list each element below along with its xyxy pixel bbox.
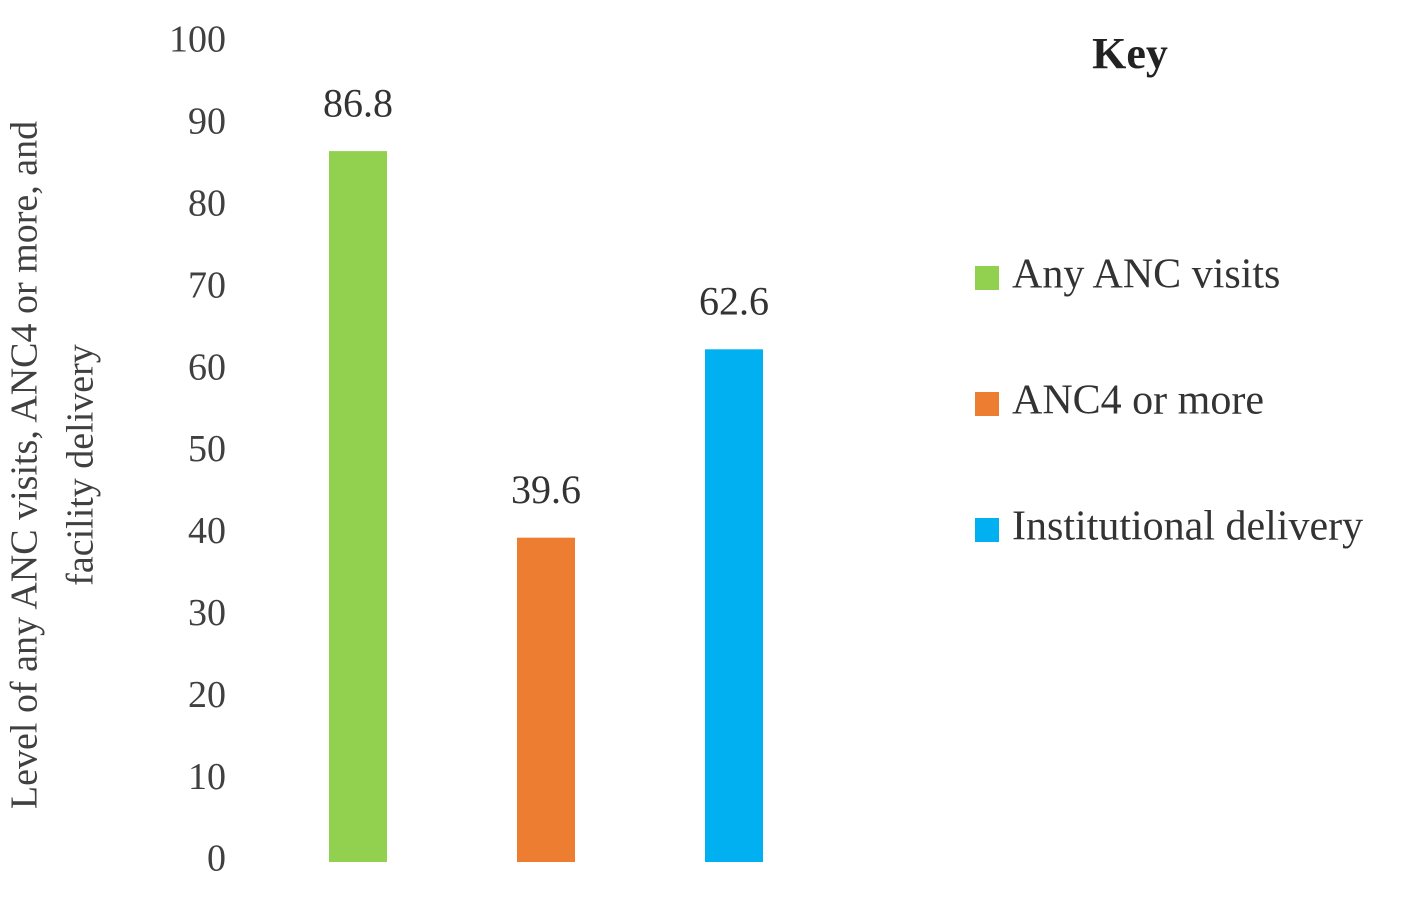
legend-label: Institutional delivery bbox=[1012, 504, 1363, 550]
bar bbox=[329, 151, 387, 862]
bar bbox=[705, 349, 763, 862]
legend-swatch bbox=[975, 266, 999, 290]
legend-label: Any ANC visits bbox=[1012, 252, 1280, 298]
y-tick-label: 10 bbox=[188, 756, 226, 798]
y-axis-label-line: Level of any ANC visits, ANC4 or more, a… bbox=[4, 121, 46, 809]
data-label: 62.6 bbox=[699, 278, 769, 323]
y-axis-label: facility delivery bbox=[60, 344, 102, 586]
y-tick-label: 90 bbox=[188, 101, 226, 143]
y-axis-label-line: facility delivery bbox=[60, 344, 102, 586]
y-tick-label: 0 bbox=[207, 838, 226, 880]
y-tick-label: 40 bbox=[188, 510, 226, 552]
data-label: 86.8 bbox=[323, 80, 393, 125]
y-axis-label: Level of any ANC visits, ANC4 or more, a… bbox=[4, 121, 46, 809]
y-tick-label: 60 bbox=[188, 346, 226, 388]
legend-swatch bbox=[975, 392, 999, 416]
bar bbox=[517, 537, 575, 862]
y-tick-label: 100 bbox=[169, 19, 226, 61]
y-tick-label: 20 bbox=[188, 674, 226, 716]
y-tick-label: 30 bbox=[188, 592, 226, 634]
legend-title: Key bbox=[1092, 29, 1168, 78]
data-label: 39.6 bbox=[511, 467, 581, 512]
y-tick-label: 70 bbox=[188, 264, 226, 306]
y-tick-label: 80 bbox=[188, 183, 226, 225]
y-tick-label: 50 bbox=[188, 428, 226, 470]
legend-label: ANC4 or more bbox=[1012, 378, 1264, 424]
legend-swatch bbox=[975, 518, 999, 542]
